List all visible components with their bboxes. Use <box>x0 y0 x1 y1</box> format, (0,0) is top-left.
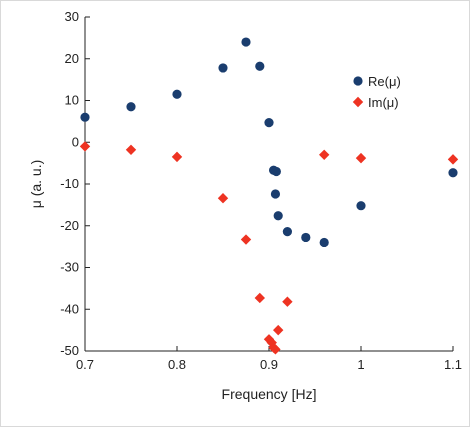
legend: Re(μ) Im(μ) <box>352 74 401 110</box>
im-point <box>319 149 330 160</box>
re-point <box>273 211 283 221</box>
re-point <box>319 237 329 248</box>
im-point <box>254 292 265 304</box>
re-point <box>448 168 458 178</box>
y-tick-label: 20 <box>65 51 79 66</box>
im-series <box>79 141 459 355</box>
im-point <box>171 151 183 163</box>
data-marks <box>79 37 459 355</box>
y-tick-label: 30 <box>65 9 79 24</box>
im-point <box>282 296 293 307</box>
y-tick-label: 10 <box>65 93 79 108</box>
y-tick-label: -30 <box>60 260 79 275</box>
im-point <box>270 344 281 355</box>
im-point <box>217 192 229 204</box>
y-tick-label: 0 <box>72 134 79 149</box>
y-axis-title: μ (a. u.) <box>28 160 44 209</box>
x-tick-label: 0.8 <box>168 357 186 372</box>
re-point <box>241 37 251 47</box>
re-point <box>356 201 366 211</box>
re-point <box>301 232 311 243</box>
re-point <box>218 63 228 73</box>
re-point <box>282 226 292 237</box>
y-tick-label: -50 <box>60 343 79 358</box>
re-point <box>270 189 281 199</box>
legend-im-label: Im(μ) <box>368 95 399 110</box>
legend-im-marker <box>352 96 364 108</box>
y-tick-label: -40 <box>60 301 79 316</box>
x-tick-label: 1 <box>357 357 364 372</box>
re-point <box>126 102 136 112</box>
re-point <box>172 89 182 99</box>
im-point <box>355 152 367 164</box>
x-tick-label: 0.9 <box>260 357 278 372</box>
x-tick-label: 0.7 <box>76 357 94 372</box>
im-point <box>447 154 459 165</box>
legend-re-marker <box>353 76 363 86</box>
x-axis-title: Frequency [Hz] <box>222 386 317 402</box>
re-point <box>271 166 281 177</box>
legend-re-label: Re(μ) <box>368 74 401 89</box>
re-point <box>264 118 274 128</box>
y-tick-label: -20 <box>60 218 79 233</box>
re-point <box>80 112 90 122</box>
im-point <box>79 141 91 152</box>
im-point <box>240 234 252 245</box>
axes: 30 20 10 0 -10 -20 -30 -40 -500.7 0.8 0.9 1 1.1 <box>60 9 462 372</box>
re-series <box>80 37 458 248</box>
x-tick-label: 1.1 <box>444 357 462 372</box>
im-point <box>273 324 284 336</box>
y-tick-label: -10 <box>60 176 79 191</box>
im-point <box>125 144 137 155</box>
re-point <box>255 61 265 71</box>
